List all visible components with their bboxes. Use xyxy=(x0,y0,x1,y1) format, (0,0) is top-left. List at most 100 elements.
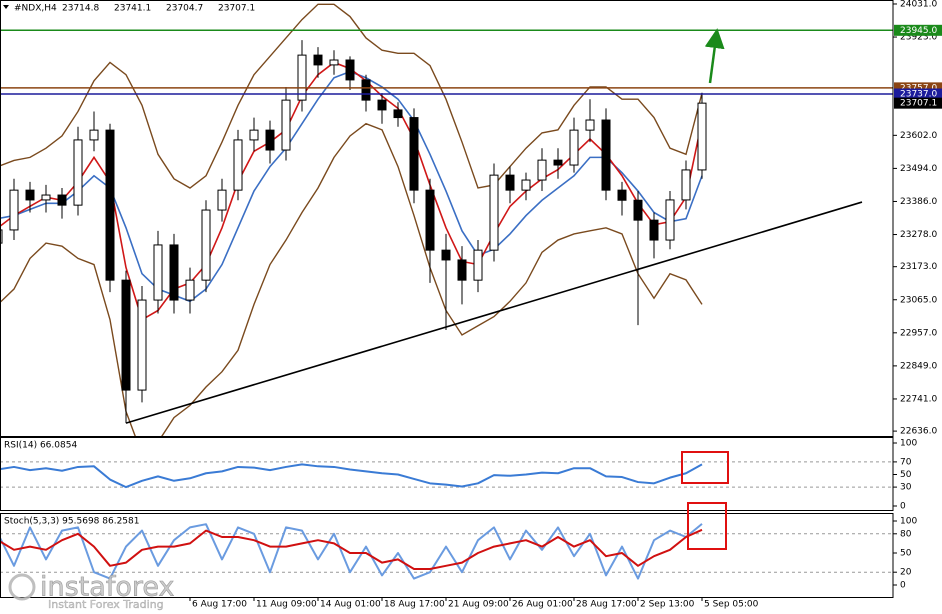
candle-body xyxy=(121,279,131,391)
ohlc-value: 23704.7 xyxy=(166,4,203,14)
logo-icon xyxy=(8,573,36,601)
stoch-frame xyxy=(0,513,894,598)
x-tick-label: 14 Aug 01:00 xyxy=(320,600,381,610)
level-label-bg xyxy=(894,24,942,36)
candle-body xyxy=(313,54,323,66)
candle-body xyxy=(137,299,147,391)
candle-body xyxy=(345,59,355,81)
level-label: 23737.0 xyxy=(900,89,937,99)
candle-body xyxy=(25,189,35,201)
candle-body xyxy=(329,59,339,66)
rsi-panel xyxy=(0,461,893,489)
candle-body xyxy=(665,199,675,241)
y-tick-label: 100 xyxy=(900,517,917,527)
y-tick-label: 23386.0 xyxy=(900,197,937,207)
y-tick-label: 0 xyxy=(900,502,906,512)
candle-body xyxy=(601,119,611,191)
candle-body xyxy=(169,244,179,301)
candle-body xyxy=(489,174,499,251)
indicator-line xyxy=(0,122,703,436)
x-tick-label: 28 Aug 17:00 xyxy=(576,600,637,610)
candle-body xyxy=(681,169,691,201)
price-label: 23707.1 xyxy=(900,99,937,109)
ohlc-value: 23714.8 xyxy=(62,4,99,14)
candle-body xyxy=(409,117,419,191)
highlight-box xyxy=(681,451,729,484)
candle-body xyxy=(425,189,435,251)
price-label-bg xyxy=(894,97,942,109)
ohlc-value: 23741.1 xyxy=(114,4,151,14)
candle-body xyxy=(505,174,515,191)
price-panel xyxy=(0,3,893,436)
x-tick-label: 2 Sep 13:00 xyxy=(640,600,695,610)
candle-body xyxy=(553,159,563,166)
x-tick-label: 6 Aug 17:00 xyxy=(192,600,247,610)
y-tick-label: 23173.0 xyxy=(900,262,937,272)
highlight-box xyxy=(687,502,727,550)
indicator-title: RSI(14) 66.0854 xyxy=(4,441,77,451)
y-tick-label: 23065.0 xyxy=(900,295,937,305)
level-label-bg xyxy=(894,82,942,94)
up-arrow xyxy=(704,28,725,84)
candle-body xyxy=(153,244,163,301)
y-tick-label: 23602.0 xyxy=(900,131,937,141)
indicator-line xyxy=(0,3,703,189)
rsi-frame xyxy=(0,437,894,511)
stoch-panel xyxy=(0,523,893,580)
level-label-bg xyxy=(894,88,942,100)
y-tick-label: 20 xyxy=(900,568,912,578)
candle-body xyxy=(585,119,595,131)
candle-body xyxy=(249,129,259,141)
y-tick-label: 0 xyxy=(900,581,906,591)
candle-body xyxy=(457,259,467,281)
ohlc-value: 23707.1 xyxy=(218,4,255,14)
dropdown-icon xyxy=(3,5,9,9)
logo-brand: instaforex xyxy=(40,572,174,603)
y-tick-label: 50 xyxy=(900,549,912,559)
candle-body xyxy=(521,179,531,191)
y-tick-label: 22957.0 xyxy=(900,328,937,338)
candle-body xyxy=(105,129,115,281)
candle-body xyxy=(361,79,371,101)
axes: 24031.0 23923.0 23602.0 23494.0 23386.0 23278… xyxy=(189,0,942,610)
candle-body xyxy=(473,249,483,281)
candle-body xyxy=(569,129,579,166)
x-tick-label: 11 Aug 09:00 xyxy=(256,600,317,610)
level-label: 23757.0 xyxy=(900,83,937,93)
candle-body xyxy=(441,249,451,261)
candle-body xyxy=(697,102,707,171)
candle-body xyxy=(41,194,51,201)
x-tick-label: 18 Aug 17:00 xyxy=(384,600,445,610)
candle-body xyxy=(617,189,627,201)
y-tick-label: 22636.0 xyxy=(900,427,937,437)
y-tick-label: 80 xyxy=(900,529,912,539)
candle-body xyxy=(73,139,83,206)
price-frame xyxy=(0,0,894,437)
candle-body xyxy=(649,219,659,241)
trendline xyxy=(125,201,863,424)
candle-body xyxy=(233,139,243,191)
y-tick-label: 22741.0 xyxy=(900,394,937,404)
candle-body xyxy=(185,279,195,301)
candle-body xyxy=(217,189,227,211)
candle-body xyxy=(57,194,67,206)
candle-body xyxy=(201,209,211,281)
x-tick-label: 21 Aug 09:00 xyxy=(448,600,509,610)
y-tick-label: 23494.0 xyxy=(900,164,937,174)
candle-body xyxy=(633,199,643,221)
level-label: 23945.0 xyxy=(900,26,937,36)
logo-tagline: Instant Forex Trading xyxy=(48,598,164,611)
y-tick-label: 23923.0 xyxy=(900,33,937,43)
y-tick-label: 100 xyxy=(900,439,917,449)
candle-body xyxy=(89,129,99,141)
candle-body xyxy=(393,109,403,119)
indicator-line xyxy=(0,463,703,489)
watermark: instaforex Instant Forex Trading xyxy=(8,571,175,611)
y-tick-label: 70 xyxy=(900,457,912,467)
candle-body xyxy=(265,129,275,151)
y-tick-label: 50 xyxy=(900,470,912,480)
symbol: #NDX,H4 xyxy=(14,4,57,14)
y-tick-label: 24031.0 xyxy=(900,0,937,9)
